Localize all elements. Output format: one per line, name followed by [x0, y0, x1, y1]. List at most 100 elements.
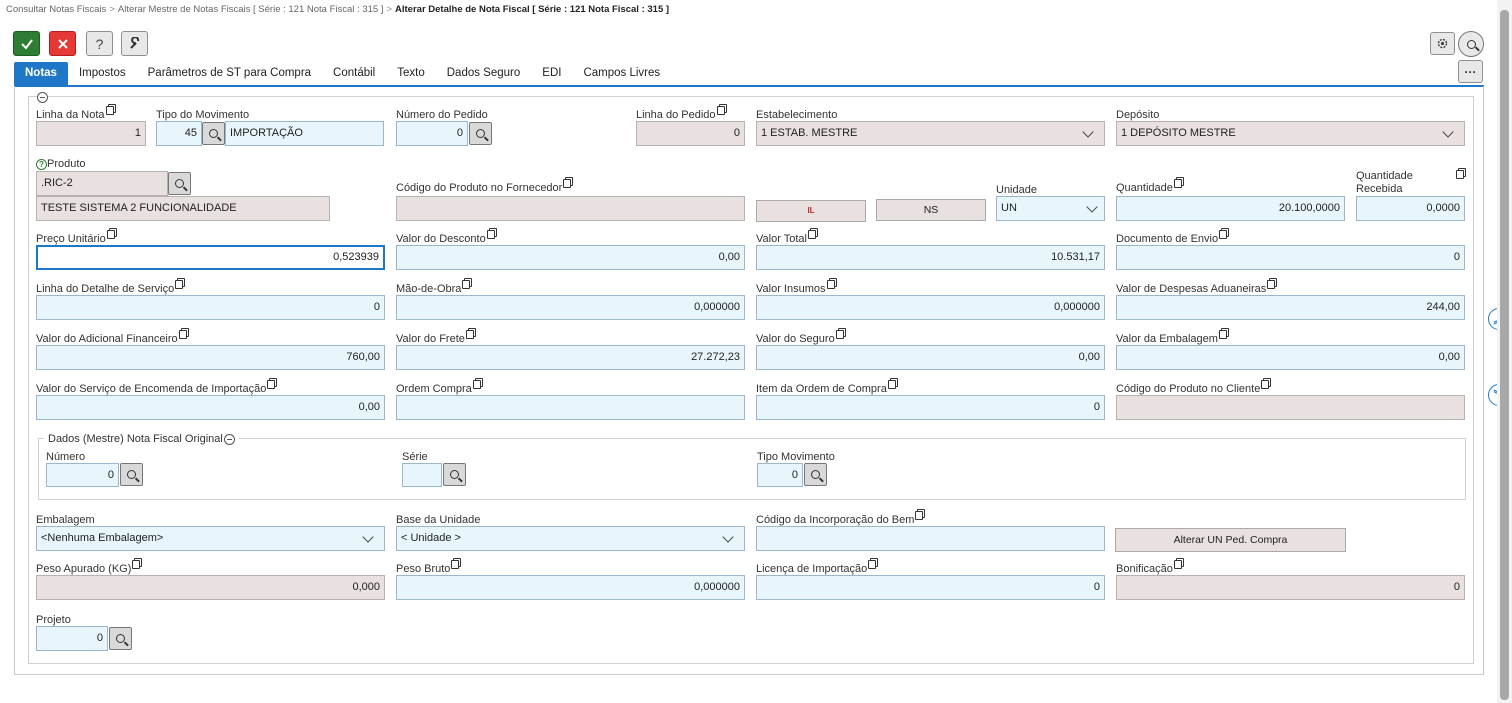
produto-code-field[interactable]: .RIC-2: [36, 171, 168, 196]
copy-icon[interactable]: [451, 560, 460, 569]
nf-serie-field[interactable]: [402, 463, 442, 487]
copy-icon[interactable]: [1267, 280, 1276, 289]
collapse-section-icon[interactable]: [37, 92, 48, 103]
linha-pedido-field[interactable]: 0: [636, 121, 745, 146]
search-button[interactable]: [1458, 31, 1484, 57]
confirm-button[interactable]: [13, 31, 40, 56]
embalagem-select[interactable]: <Nenhuma Embalagem>: [36, 526, 385, 551]
preco-unitario-field[interactable]: 0,523939: [36, 245, 385, 270]
produto-desc-field[interactable]: TESTE SISTEMA 2 FUNCIONALIDADE: [36, 196, 330, 221]
nf-serie-search-button[interactable]: [443, 463, 466, 486]
tab-contabil[interactable]: Contábil: [333, 67, 376, 79]
collapse-group-icon[interactable]: [223, 433, 235, 445]
unidade-select[interactable]: UN: [996, 196, 1105, 221]
copy-icon[interactable]: [1173, 179, 1182, 188]
tipo-movimento-desc-field[interactable]: IMPORTAÇÃO: [225, 121, 384, 146]
settings-button[interactable]: [1430, 32, 1455, 55]
il-button[interactable]: IL: [756, 200, 866, 222]
nf-tipo-movimento-search-button[interactable]: [804, 463, 827, 486]
breadcrumb-link-alterar-mestre[interactable]: Alterar Mestre de Notas Fiscais [ Série …: [117, 4, 384, 15]
nf-tipo-movimento-field[interactable]: 0: [757, 463, 803, 487]
tab-parametros-st[interactable]: Parâmetros de ST para Compra: [147, 67, 312, 79]
copy-icon[interactable]: [868, 560, 877, 569]
valor-total-field[interactable]: 10.531,17: [756, 245, 1105, 270]
nf-numero-search-button[interactable]: [120, 463, 143, 486]
ns-button[interactable]: NS: [876, 199, 986, 221]
copy-icon[interactable]: [826, 280, 835, 289]
copy-icon[interactable]: [1173, 560, 1182, 569]
numero-pedido-field[interactable]: 0: [396, 121, 468, 146]
projeto-search-button[interactable]: [109, 627, 132, 650]
copy-icon[interactable]: [915, 511, 924, 520]
tools-button[interactable]: [121, 31, 148, 56]
tab-notas[interactable]: Notas: [14, 62, 68, 85]
help-button[interactable]: ?: [86, 31, 113, 56]
documento-envio-field[interactable]: 0: [1116, 245, 1465, 270]
tab-texto[interactable]: Texto: [397, 67, 425, 79]
copy-icon[interactable]: [1219, 230, 1228, 239]
tipo-movimento-search-button[interactable]: [202, 122, 225, 145]
tipo-movimento-code-field[interactable]: 45: [156, 121, 202, 146]
copy-icon[interactable]: [267, 380, 276, 389]
servico-encomenda-field[interactable]: 0,00: [36, 395, 385, 420]
copy-icon[interactable]: [106, 230, 115, 239]
linha-servico-field[interactable]: 0: [36, 295, 385, 320]
estabelecimento-select[interactable]: 1 ESTAB. MESTRE: [756, 121, 1105, 146]
peso-bruto-field[interactable]: 0,000000: [396, 575, 745, 600]
breadcrumb-link-consultar[interactable]: Consultar Notas Fiscais: [6, 4, 107, 15]
copy-icon[interactable]: [1218, 330, 1227, 339]
copy-icon[interactable]: [563, 179, 572, 188]
copy-icon[interactable]: [835, 330, 844, 339]
quantidade-field[interactable]: 20.100,0000: [1116, 196, 1345, 221]
incorporacao-bem-field[interactable]: [756, 526, 1105, 551]
copy-icon[interactable]: [465, 330, 474, 339]
valor-seguro-field[interactable]: 0,00: [756, 345, 1105, 370]
tab-edi[interactable]: EDI: [542, 67, 562, 79]
copy-icon[interactable]: [472, 380, 481, 389]
base-unidade-select[interactable]: < Unidade >: [396, 526, 745, 551]
copy-icon[interactable]: [132, 560, 141, 569]
copy-icon[interactable]: [887, 380, 896, 389]
deposito-select[interactable]: 1 DEPÓSITO MESTRE: [1116, 121, 1465, 146]
copy-icon[interactable]: [178, 330, 187, 339]
despesas-aduaneiras-field[interactable]: 244,00: [1116, 295, 1465, 320]
valor-frete-field[interactable]: 27.272,23: [396, 345, 745, 370]
more-options-button[interactable]: ···: [1458, 60, 1483, 83]
tab-impostos[interactable]: Impostos: [78, 67, 126, 79]
linha-nota-field[interactable]: 1: [36, 121, 146, 146]
codigo-fornecedor-field[interactable]: [396, 196, 745, 221]
search-icon: [209, 129, 218, 138]
scrollbar[interactable]: [1497, 0, 1512, 703]
tab-dados-seguro[interactable]: Dados Seguro: [446, 67, 521, 79]
codigo-cliente-field[interactable]: [1116, 395, 1465, 420]
peso-apurado-field[interactable]: 0,000: [36, 575, 385, 600]
alterar-un-button[interactable]: Alterar UN Ped. Compra: [1115, 528, 1346, 552]
copy-icon[interactable]: [486, 230, 495, 239]
cancel-button[interactable]: [49, 31, 76, 56]
produto-search-button[interactable]: [168, 172, 191, 195]
valor-desconto-label: Valor do Desconto: [396, 230, 495, 246]
projeto-field[interactable]: 0: [36, 626, 108, 651]
ordem-compra-field[interactable]: [396, 395, 745, 420]
valor-embalagem-field[interactable]: 0,00: [1116, 345, 1465, 370]
adicional-financeiro-field[interactable]: 760,00: [36, 345, 385, 370]
help-icon[interactable]: ?: [36, 158, 47, 170]
copy-icon[interactable]: [716, 106, 725, 115]
scrollbar-thumb[interactable]: [1500, 10, 1509, 700]
copy-icon[interactable]: [807, 230, 816, 239]
valor-desconto-field[interactable]: 0,00: [396, 245, 745, 270]
copy-icon[interactable]: [1261, 380, 1270, 389]
copy-icon[interactable]: [1456, 170, 1464, 179]
copy-icon[interactable]: [462, 280, 471, 289]
valor-insumos-field[interactable]: 0,000000: [756, 295, 1105, 320]
licenca-importacao-field[interactable]: 0: [756, 575, 1105, 600]
quantidade-recebida-field[interactable]: 0,0000: [1356, 196, 1465, 221]
nf-numero-field[interactable]: 0: [46, 463, 119, 487]
item-ordem-compra-field[interactable]: 0: [756, 395, 1105, 420]
bonificacao-field[interactable]: 0: [1116, 575, 1465, 600]
numero-pedido-search-button[interactable]: [469, 122, 492, 145]
tab-campos-livres[interactable]: Campos Livres: [583, 67, 661, 79]
mao-obra-field[interactable]: 0,000000: [396, 295, 745, 320]
copy-icon[interactable]: [105, 106, 114, 115]
copy-icon[interactable]: [175, 280, 184, 289]
